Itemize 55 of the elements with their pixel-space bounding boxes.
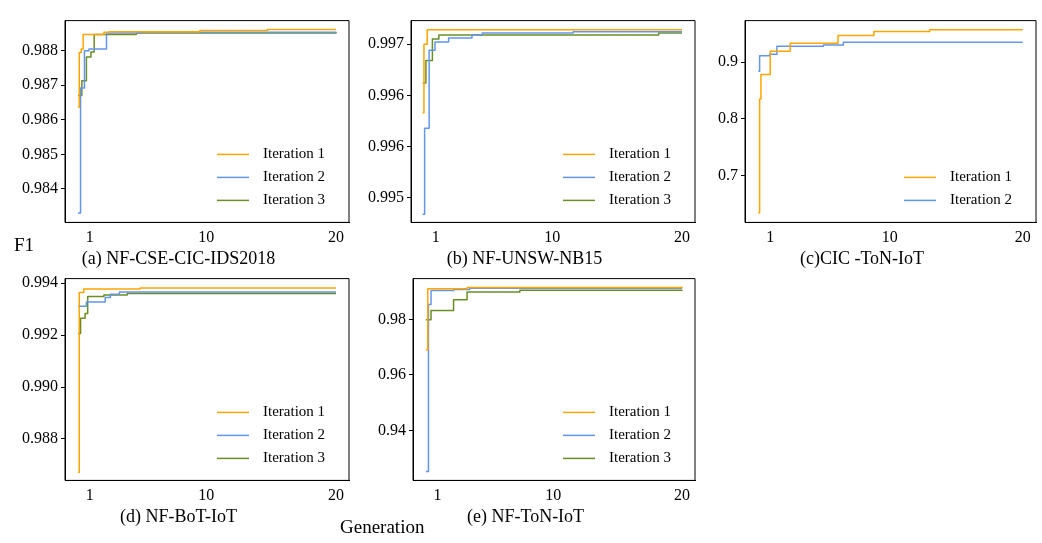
- text: (a) NF-CSE-CIC-IDS2018: [81, 247, 276, 269]
- y-tick-label: 0.985: [22, 144, 58, 162]
- x-tick-label: 1: [85, 228, 94, 246]
- y-tick-label: 0.7: [718, 165, 738, 183]
- x-tick-label: 20: [328, 486, 345, 504]
- y-tick-label: 0.997: [368, 34, 404, 52]
- x-tick-label: 10: [881, 228, 898, 246]
- y-tick-label: 0.995: [368, 188, 404, 206]
- x-tick-label: 20: [328, 228, 345, 246]
- legend-label: Iteration 3: [609, 191, 672, 208]
- legend-label: Iteration 2: [609, 426, 672, 443]
- legend-label: Iteration 1: [609, 403, 672, 420]
- x-tick-label: 10: [198, 486, 215, 504]
- y-tick-label: 0.986: [22, 109, 58, 127]
- x-tick-label: 10: [545, 486, 562, 504]
- y-tick-label: 0.990: [22, 377, 58, 395]
- text: (b) NF-UNSW-NB15: [446, 247, 603, 269]
- legend-label: Iteration 2: [263, 168, 326, 185]
- legend-label: Iteration 2: [263, 426, 326, 443]
- y-tick-label: 0.988: [22, 429, 58, 447]
- text: (c)CIC -ToN-IoT: [799, 247, 925, 269]
- x-tick-label: 1: [766, 228, 775, 246]
- legend-label: Iteration 3: [263, 449, 326, 466]
- legend-label: Iteration 2: [609, 168, 672, 185]
- x-tick-label: 20: [674, 486, 691, 504]
- legend-label: Iteration 1: [950, 168, 1013, 185]
- y-tick-label: 0.8: [718, 109, 738, 127]
- y-axis-title: F1: [14, 234, 35, 256]
- x-tick-label: 1: [431, 228, 440, 246]
- y-tick-label: 0.94: [378, 420, 406, 438]
- legend-label: Iteration 3: [263, 191, 326, 208]
- legend-label: Iteration 1: [263, 145, 326, 162]
- x-tick-label: 10: [544, 228, 561, 246]
- legend-label: Iteration 2: [950, 191, 1013, 208]
- y-tick-label: 0.98: [378, 309, 406, 327]
- y-tick-label: 0.996: [368, 136, 404, 154]
- text: (d) NF-BoT-IoT: [120, 505, 237, 527]
- x-tick-label: 10: [198, 228, 215, 246]
- y-tick-label: 0.996: [368, 85, 404, 103]
- y-tick-label: 0.96: [378, 365, 406, 383]
- text: (e) NF-ToN-IoT: [466, 505, 585, 527]
- legend-label: Iteration 1: [263, 403, 326, 420]
- y-tick-label: 0.988: [22, 40, 58, 58]
- y-tick-label: 0.9: [718, 52, 738, 70]
- x-tick-label: 20: [1014, 228, 1031, 246]
- x-axis-title: Generation: [340, 516, 425, 538]
- y-tick-label: 0.987: [22, 75, 58, 93]
- x-tick-label: 1: [433, 486, 442, 504]
- y-tick-label: 0.992: [22, 325, 58, 343]
- y-tick-label: 0.994: [22, 273, 58, 291]
- legend-label: Iteration 1: [609, 145, 672, 162]
- y-tick-label: 0.984: [22, 179, 58, 197]
- x-tick-label: 20: [674, 228, 691, 246]
- legend-label: Iteration 3: [609, 449, 672, 466]
- x-tick-label: 1: [85, 486, 94, 504]
